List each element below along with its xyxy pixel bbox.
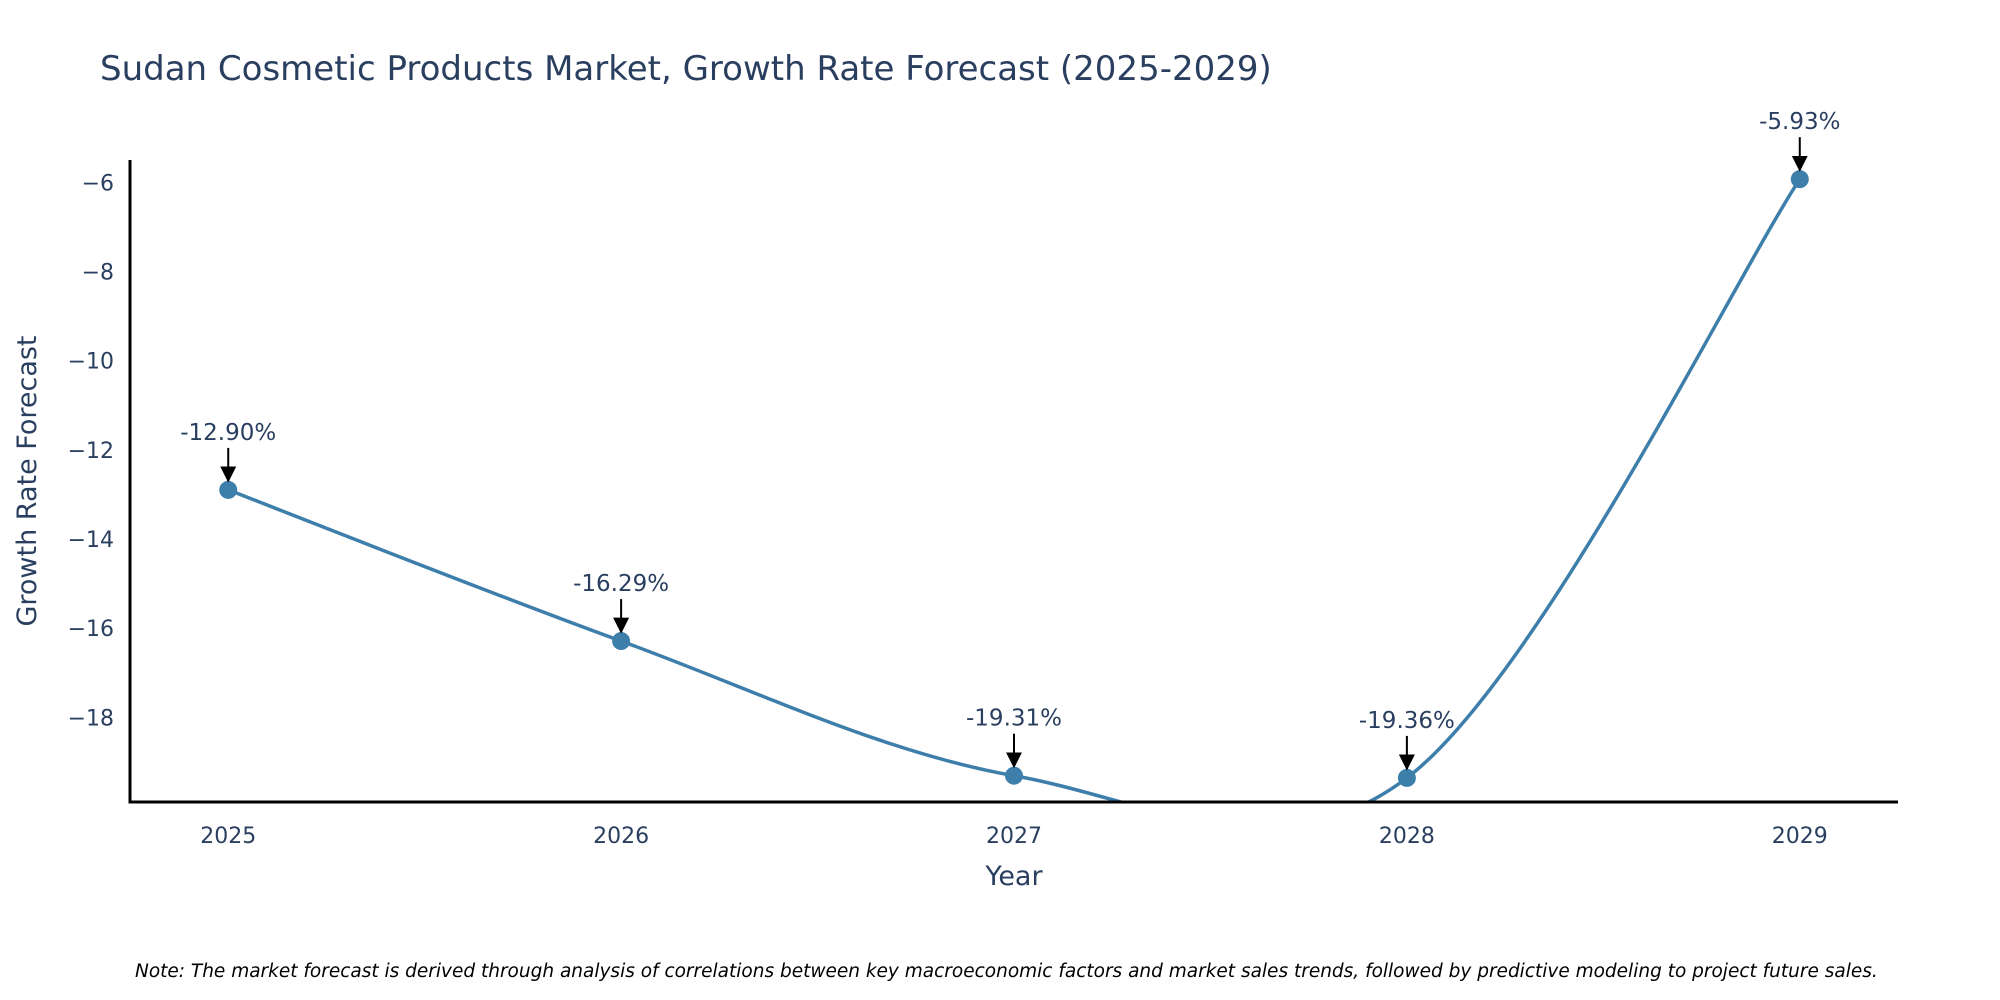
data-annotations: -12.90% -16.29% -19.31% -19.36% -5.93%: [180, 109, 1840, 771]
data-point-marker: [219, 480, 238, 499]
y-axis-ticks: −6 −8 −10 −12 −14 −16 −18: [68, 171, 114, 731]
data-point-marker: [612, 632, 631, 651]
x-axis-title: Year: [984, 861, 1043, 892]
data-label: -16.29%: [573, 571, 669, 597]
data-point-marker: [1397, 768, 1416, 787]
x-axis-ticks: 2025 2026 2027 2028 2029: [200, 824, 1828, 849]
y-tick-label: −10: [68, 350, 114, 375]
y-tick-label: −8: [82, 260, 114, 285]
growth-rate-line: [227, 178, 1802, 802]
y-axis-title: Growth Rate Forecast: [12, 335, 43, 626]
data-markers: [219, 170, 1809, 787]
x-tick-label: 2028: [1379, 824, 1435, 849]
data-label: -5.93%: [1759, 109, 1840, 135]
y-tick-label: −16: [68, 617, 114, 642]
x-tick-label: 2027: [986, 824, 1042, 849]
data-label: -12.90%: [180, 420, 276, 446]
chart-title: Sudan Cosmetic Products Market, Growth R…: [100, 49, 1272, 89]
y-tick-label: −18: [68, 706, 114, 731]
y-tick-label: −6: [82, 171, 114, 196]
y-tick-label: −12: [68, 439, 114, 464]
data-label: -19.31%: [966, 706, 1062, 732]
chart-note: Note: The market forecast is derived thr…: [135, 961, 1878, 982]
data-label: -19.36%: [1359, 708, 1455, 734]
data-point-marker: [1005, 766, 1023, 785]
x-tick-label: 2025: [200, 824, 256, 849]
data-point-marker: [1790, 170, 1809, 189]
y-tick-label: −14: [68, 528, 114, 553]
x-tick-label: 2026: [593, 824, 649, 849]
x-tick-label: 2029: [1772, 824, 1828, 849]
